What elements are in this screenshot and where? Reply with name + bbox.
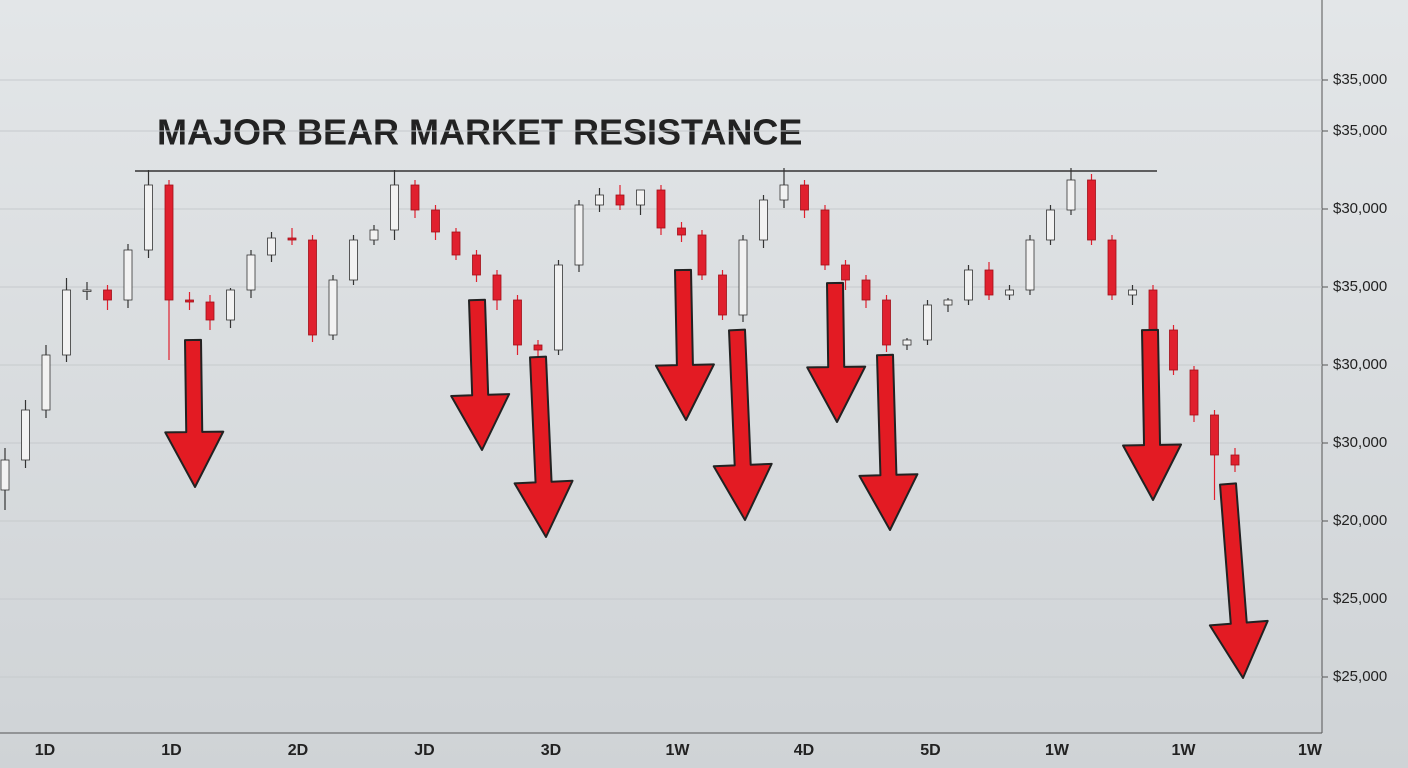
candle-body (308, 239, 317, 336)
down-arrow (513, 355, 574, 538)
candle-body (554, 264, 563, 351)
y-tick-label: $25,000 (1333, 590, 1387, 607)
candle-body (882, 299, 891, 346)
candle-body (205, 301, 215, 321)
x-tick-label: 1W (1298, 742, 1323, 759)
x-tick-label: 2D (288, 742, 308, 759)
x-tick-label: 4D (794, 742, 814, 759)
down-arrow (164, 338, 225, 488)
candle-body (656, 189, 666, 229)
candle-body (451, 231, 461, 256)
candle-body (1066, 179, 1076, 211)
candle-body (41, 354, 51, 411)
candle-body (246, 254, 256, 291)
y-tick-label: $35,000 (1333, 122, 1387, 139)
candle-body (144, 184, 153, 251)
candle-body (861, 279, 871, 301)
candle-body (513, 299, 522, 346)
candle-body (718, 274, 727, 316)
candle-body (21, 409, 30, 461)
y-tick-label: $20,000 (1333, 512, 1387, 529)
down-arrow (1208, 482, 1269, 679)
candle-body (964, 269, 973, 301)
x-tick-label: JD (414, 742, 434, 759)
candle-body (1005, 289, 1014, 296)
candle-body (943, 299, 953, 306)
candle-body (185, 299, 194, 303)
candle-body (1128, 289, 1137, 296)
candle-body (1087, 179, 1096, 241)
candle-body (1210, 414, 1219, 456)
candle-body (677, 227, 686, 236)
candle-body (574, 204, 584, 266)
down-arrow (858, 353, 919, 531)
candle-body (226, 289, 235, 321)
x-tick-label: 1W (666, 742, 691, 759)
down-arrow (806, 281, 867, 423)
candle-body (533, 344, 543, 351)
down-arrow (450, 298, 511, 451)
candle-body (328, 279, 338, 336)
candle-body (349, 239, 358, 281)
candle-body (902, 339, 912, 346)
candle-body (267, 237, 276, 256)
down-arrow (712, 328, 773, 521)
candle-body (103, 289, 112, 301)
down-arrow (1122, 328, 1183, 501)
y-tick-label: $30,000 (1333, 200, 1387, 217)
candle-body (779, 184, 789, 201)
y-tick-label: $30,000 (1333, 356, 1387, 373)
candle-body (595, 194, 604, 206)
candle-body (369, 229, 379, 241)
x-tick-label: 3D (541, 742, 561, 759)
x-tick-label: 1D (161, 742, 181, 759)
candle-body (1169, 329, 1178, 371)
candle-body (164, 184, 174, 301)
candle-body (984, 269, 994, 296)
y-tick-label: $30,000 (1333, 434, 1387, 451)
candle-body (841, 264, 850, 281)
candle-body (1189, 369, 1199, 416)
y-tick-label: $35,000 (1333, 71, 1387, 88)
candle-body (923, 304, 932, 341)
candle-body (431, 209, 440, 233)
candle-body (1148, 289, 1158, 331)
chart-title: MAJOR BEAR MARKET RESISTANCE (157, 112, 802, 153)
candle-body (123, 249, 133, 301)
candle-body (1046, 209, 1055, 241)
x-tick-label: 1W (1045, 742, 1070, 759)
y-tick-label: $25,000 (1333, 668, 1387, 685)
x-tick-label: 1D (35, 742, 55, 759)
candle-body (492, 274, 502, 301)
candle-body (82, 289, 92, 292)
candle-body (615, 194, 625, 206)
down-arrow (654, 268, 715, 421)
candle-body (738, 239, 748, 316)
candle-body (759, 199, 768, 241)
y-tick-label: $35,000 (1333, 278, 1387, 295)
candle-body (62, 289, 71, 356)
candle-body (1230, 454, 1240, 466)
candle-body (390, 184, 399, 231)
candle-body (472, 254, 481, 276)
candle-body (410, 184, 420, 211)
candle-body (1107, 239, 1117, 296)
candle-body (1025, 239, 1035, 291)
x-tick-label: 5D (920, 742, 940, 759)
candle-body (287, 237, 297, 241)
candle-body (636, 189, 645, 206)
candle-body (697, 234, 707, 276)
x-tick-label: 1W (1172, 742, 1197, 759)
candle-body (800, 184, 809, 211)
candle-body (0, 459, 10, 491)
candle-body (820, 209, 830, 266)
